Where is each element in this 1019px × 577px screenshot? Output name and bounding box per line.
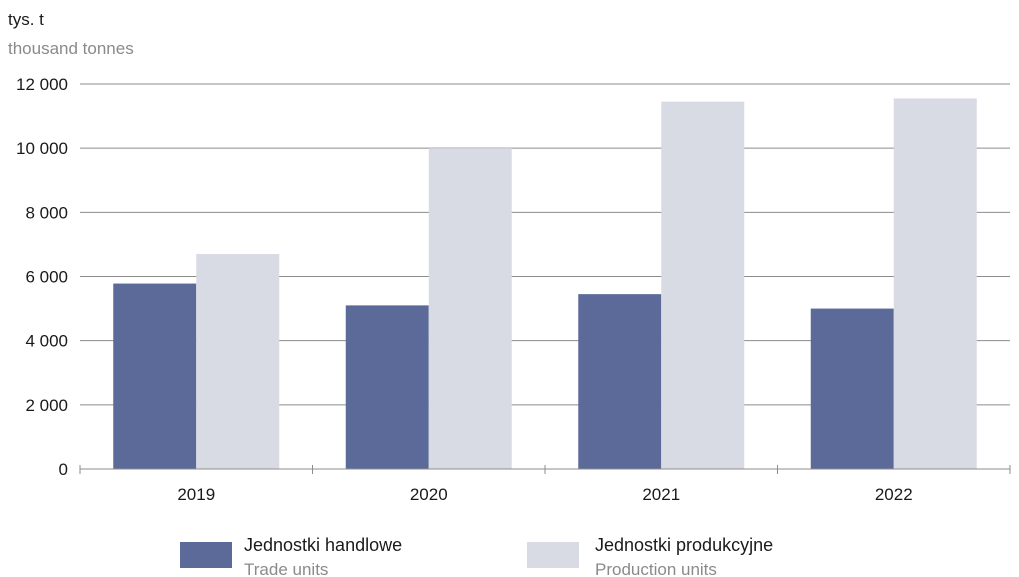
bar-production-units-2022 bbox=[893, 98, 977, 469]
unit-label: tys. t bbox=[8, 10, 44, 29]
unit-label-en: thousand tonnes bbox=[8, 39, 134, 58]
legend-label-production-units-en: Production units bbox=[595, 560, 717, 577]
y-axis-ticks: 0 2 000 4 000 6 000 8 000 10 000 12 000 bbox=[16, 75, 68, 479]
bar-production-units-2020 bbox=[428, 148, 512, 469]
y-tick-label: 4 000 bbox=[25, 332, 68, 351]
bar-trade-units-2020 bbox=[345, 305, 429, 469]
bar-trade-units-2019 bbox=[113, 283, 197, 469]
legend: Jednostki handlowe Trade units Jednostki… bbox=[180, 535, 773, 577]
bar-trade-units-2022 bbox=[810, 308, 894, 469]
x-tick-label: 2019 bbox=[177, 485, 215, 504]
x-tick-label: 2021 bbox=[642, 485, 680, 504]
legend-label-production-units: Jednostki produkcyjne bbox=[595, 535, 773, 555]
x-axis-labels: 2019 2020 2021 2022 bbox=[177, 485, 912, 504]
y-tick-label: 10 000 bbox=[16, 139, 68, 158]
y-tick-label: 0 bbox=[59, 460, 68, 479]
bar-trade-units-2021 bbox=[578, 294, 662, 469]
y-tick-label: 6 000 bbox=[25, 268, 68, 287]
bar-production-units-2021 bbox=[661, 101, 745, 469]
legend-swatch-trade-units bbox=[180, 542, 232, 568]
legend-swatch-production-units bbox=[527, 542, 579, 568]
y-tick-label: 8 000 bbox=[25, 203, 68, 222]
x-tick-label: 2020 bbox=[410, 485, 448, 504]
legend-label-trade-units-en: Trade units bbox=[244, 560, 328, 577]
bars bbox=[113, 98, 977, 469]
x-tick-label: 2022 bbox=[875, 485, 913, 504]
bar-production-units-2019 bbox=[196, 254, 280, 469]
legend-label-trade-units: Jednostki handlowe bbox=[244, 535, 402, 555]
y-tick-label: 12 000 bbox=[16, 75, 68, 94]
y-tick-label: 2 000 bbox=[25, 396, 68, 415]
x-axis bbox=[79, 465, 1011, 474]
